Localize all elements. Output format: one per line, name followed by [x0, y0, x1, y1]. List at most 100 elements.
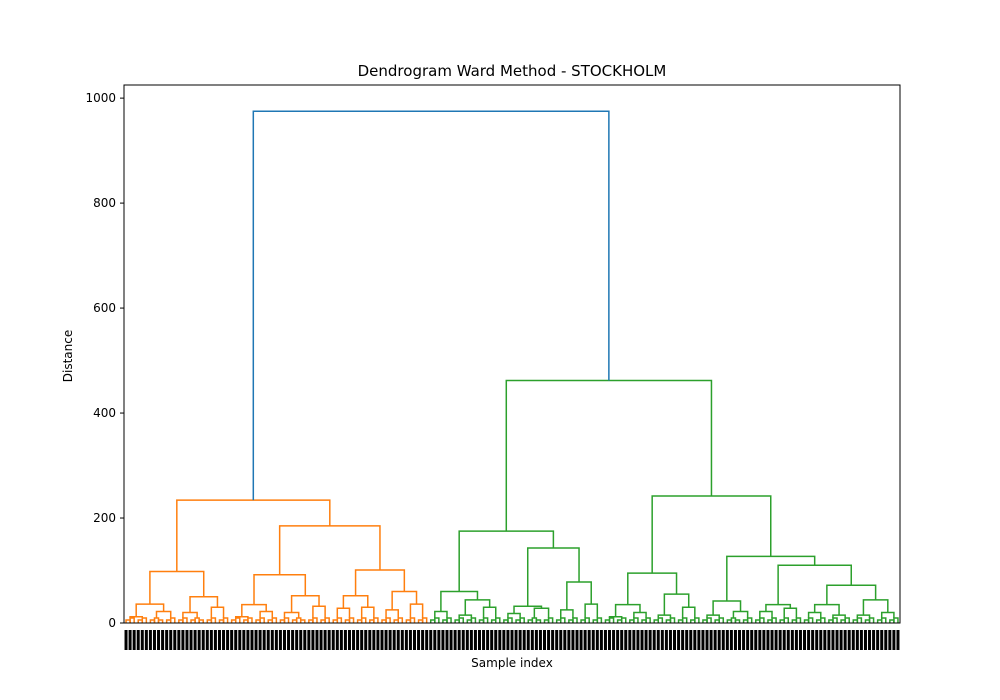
x-tick-label	[307, 630, 311, 650]
x-tick-label	[551, 630, 555, 650]
leaf-link	[706, 617, 712, 623]
x-tick-label	[668, 630, 672, 650]
leaf-link	[434, 617, 440, 623]
leaf-link	[247, 617, 253, 623]
x-tick-label	[620, 630, 624, 650]
x-tick-label	[608, 630, 612, 650]
x-tick-label	[555, 630, 559, 650]
leaf-link	[783, 617, 790, 623]
x-tick-label	[660, 630, 664, 650]
merge-link	[135, 603, 165, 617]
x-tick-label	[506, 630, 510, 650]
merge-link	[560, 609, 574, 618]
merge-link	[566, 581, 592, 610]
x-tick-label	[770, 630, 774, 650]
x-tick-label	[835, 630, 839, 650]
x-tick-label	[173, 630, 177, 650]
leaf-link	[856, 617, 863, 623]
leaf-link	[210, 617, 217, 623]
x-tick-label	[408, 630, 412, 650]
merge-link	[259, 610, 274, 618]
x-tick-label	[205, 630, 209, 650]
x-tick-label	[888, 630, 892, 650]
leaf-link	[633, 617, 639, 623]
leaf-link	[409, 617, 416, 623]
x-tick-label	[128, 630, 132, 650]
x-tick-label	[384, 630, 388, 650]
leaf-link	[645, 617, 651, 623]
leaf-link	[694, 617, 700, 623]
x-tick-label	[445, 630, 449, 650]
merge-link	[533, 607, 550, 618]
leaf-link	[868, 617, 875, 623]
leaf-link	[495, 617, 501, 623]
merge-link	[189, 596, 219, 613]
x-tick-label	[721, 630, 725, 650]
x-tick-label	[591, 630, 595, 650]
x-tick-label	[417, 630, 421, 650]
x-tick-label	[327, 630, 331, 650]
leaf-link	[222, 617, 229, 623]
x-tick-label	[132, 630, 136, 650]
merge-link	[241, 603, 267, 617]
x-tick-label	[798, 630, 802, 650]
leaf-link	[893, 617, 899, 623]
merge-link	[663, 593, 690, 616]
x-tick-label	[530, 630, 534, 650]
x-tick-label	[575, 630, 579, 650]
merge-link	[880, 611, 895, 618]
x-tick-label	[258, 630, 262, 650]
leaf-link	[360, 617, 367, 623]
x-tick-label	[526, 630, 530, 650]
y-tick-label: 200	[93, 511, 116, 525]
leaf-link	[734, 619, 741, 623]
merge-link	[182, 611, 198, 618]
x-tick-label	[701, 630, 705, 650]
merge-link	[391, 590, 418, 610]
x-tick-label	[880, 630, 884, 650]
x-tick-label	[400, 630, 404, 650]
x-tick-label	[510, 630, 514, 650]
x-tick-label	[230, 630, 234, 650]
x-tick-label	[571, 630, 575, 650]
merge-link	[253, 573, 307, 605]
merge-link	[584, 603, 599, 618]
x-tick-label	[465, 630, 469, 650]
x-tick-label	[819, 630, 823, 650]
y-tick-label: 1000	[85, 91, 116, 105]
x-tick-label	[823, 630, 827, 650]
x-tick-label	[616, 630, 620, 650]
leaf-link	[807, 617, 814, 623]
x-tick-label	[522, 630, 526, 650]
x-tick-label	[754, 630, 758, 650]
x-tick-label	[782, 630, 786, 650]
leaf-link	[880, 617, 887, 623]
x-tick-label	[583, 630, 587, 650]
x-tick-label	[482, 630, 486, 650]
x-tick-label	[246, 630, 250, 650]
x-tick-label	[201, 630, 205, 650]
x-tick-label	[872, 630, 876, 650]
x-tick-label	[859, 630, 863, 650]
leaf-link	[324, 617, 330, 623]
merge-link	[826, 584, 877, 605]
x-tick-label	[713, 630, 717, 650]
x-tick-label	[847, 630, 851, 650]
leaf-link	[608, 617, 615, 623]
x-tick-label	[478, 630, 481, 650]
x-tick-label	[534, 630, 538, 650]
x-tick-label	[392, 630, 396, 650]
x-tick-label	[774, 630, 778, 650]
leaf-link	[182, 617, 188, 623]
merge-link	[759, 610, 773, 618]
x-tick-label	[473, 630, 477, 650]
x-tick-label	[827, 630, 831, 650]
y-tick-label: 600	[93, 301, 116, 315]
leaf-link	[771, 617, 777, 623]
merge-link	[312, 605, 326, 618]
x-tick-label	[587, 630, 591, 650]
leaf-link	[283, 617, 290, 623]
leaf-link	[759, 617, 765, 623]
x-tick-label	[486, 630, 490, 650]
x-tick-label	[457, 630, 461, 650]
